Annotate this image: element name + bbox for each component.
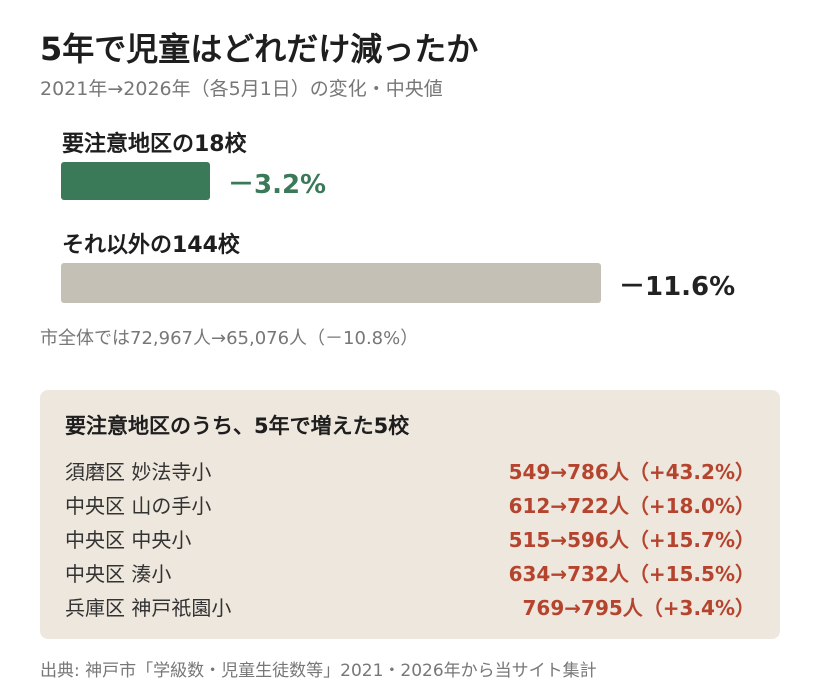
bar-category-label: 要注意地区の18校 <box>62 132 247 157</box>
bar-value-label: －11.6% <box>619 272 736 302</box>
school-row: 中央区 湊小 634→732人（+15.5%） <box>65 558 755 588</box>
school-name: 中央区 中央小 <box>65 528 192 552</box>
school-row: 兵庫区 神戸祇園小 769→795人（+3.4%） <box>65 592 755 622</box>
school-row: 須磨区 妙法寺小 549→786人（+43.2%） <box>65 456 755 486</box>
school-name: 中央区 山の手小 <box>65 494 212 518</box>
school-change: 634→732人（+15.5%） <box>508 562 755 586</box>
bar-category-label: それ以外の144校 <box>62 233 240 258</box>
increase-panel: 要注意地区のうち、5年で増えた5校 須磨区 妙法寺小 549→786人（+43.… <box>40 390 780 639</box>
school-change: 769→795人（+3.4%） <box>522 596 755 620</box>
city-total-note: 市全体では72,967人→65,076人（－10.8%） <box>40 328 419 349</box>
bar-value-label: －3.2% <box>228 170 327 200</box>
school-name: 兵庫区 神戸祇園小 <box>65 596 232 620</box>
school-change: 515→596人（+15.7%） <box>508 528 755 552</box>
bar <box>61 162 210 200</box>
panel-title: 要注意地区のうち、5年で増えた5校 <box>65 414 410 438</box>
school-row: 中央区 中央小 515→596人（+15.7%） <box>65 524 755 554</box>
bar <box>61 263 601 303</box>
chart-title: 5年で児童はどれだけ減ったか <box>40 30 479 68</box>
school-name: 中央区 湊小 <box>65 562 172 586</box>
chart-subtitle: 2021年→2026年（各5月1日）の変化・中央値 <box>40 78 443 100</box>
school-row: 中央区 山の手小 612→722人（+18.0%） <box>65 490 755 520</box>
school-name: 須磨区 妙法寺小 <box>65 460 212 484</box>
school-change: 549→786人（+43.2%） <box>508 460 755 484</box>
source-note: 出典: 神戸市「学級数・児童生徒数等」2021・2026年から当サイト集計 <box>40 661 597 681</box>
school-change: 612→722人（+18.0%） <box>508 494 755 518</box>
